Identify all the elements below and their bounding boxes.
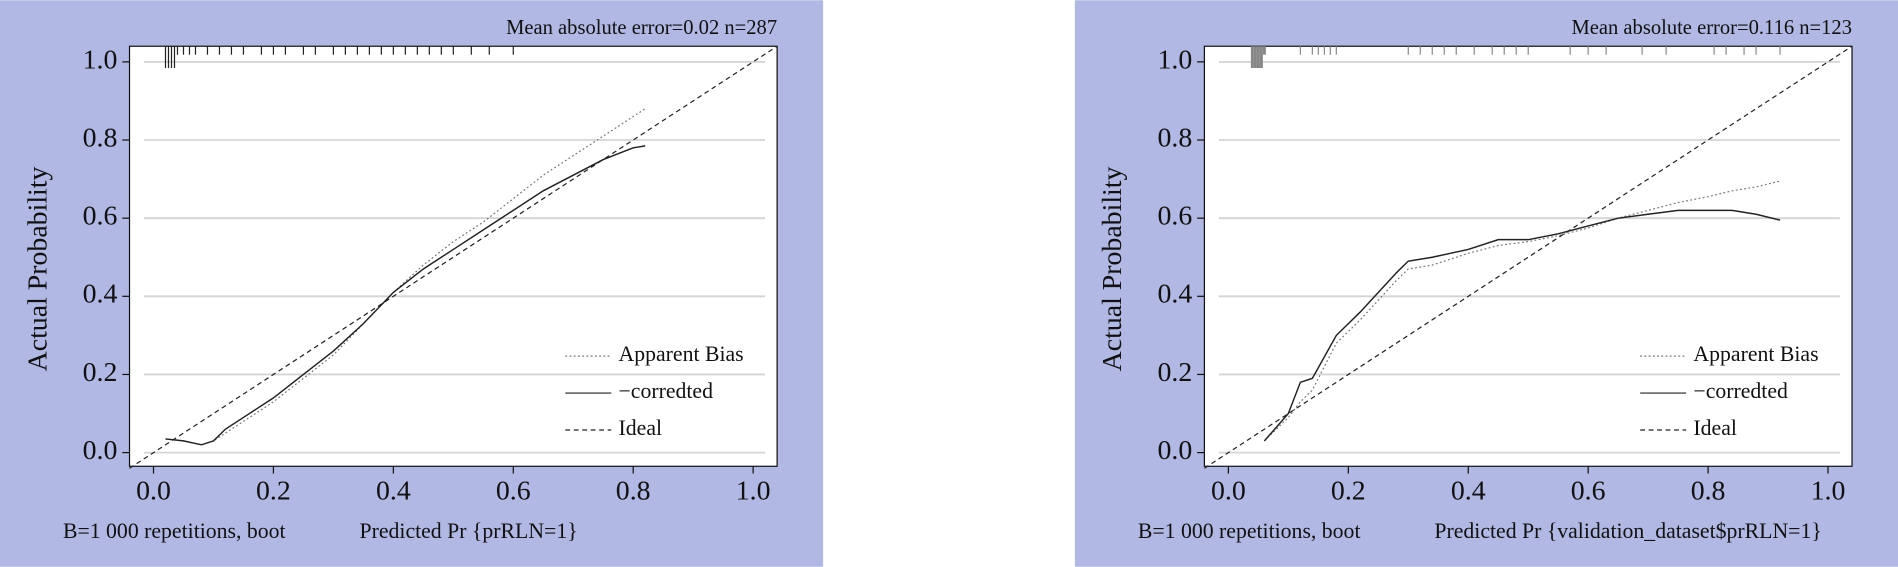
x-tick-label: 0.2 bbox=[1331, 475, 1366, 506]
series-line bbox=[165, 145, 646, 446]
y-tick-label: 0.2 bbox=[1158, 357, 1193, 388]
x-axis-label: Predicted Pr {validation_dataset$prRLN=1… bbox=[1434, 519, 1821, 543]
y-tick-label: 0.0 bbox=[83, 435, 118, 466]
chart-title: Mean absolute error=0.116 n=123 bbox=[1571, 17, 1852, 39]
y-tick-label: 0.4 bbox=[83, 279, 118, 310]
x-tick-label: 0.0 bbox=[1211, 475, 1246, 506]
y-tick-label: 1.0 bbox=[83, 44, 118, 75]
y-tick-label: 0.2 bbox=[83, 357, 118, 388]
y-tick-label: 0.0 bbox=[1158, 435, 1193, 466]
x-tick-label: 0.4 bbox=[1451, 475, 1486, 506]
legend-label: Ideal bbox=[1693, 416, 1737, 440]
y-tick-label: 1.0 bbox=[1158, 44, 1193, 75]
x-tick-label: 1.0 bbox=[736, 475, 771, 506]
y-tick-label: 0.8 bbox=[1158, 122, 1193, 153]
series-line bbox=[1204, 45, 1853, 469]
y-tick-label: 0.6 bbox=[1158, 201, 1193, 232]
x-tick-label: 1.0 bbox=[1811, 475, 1846, 506]
y-axis-label: Actual Probability bbox=[22, 166, 53, 371]
x-tick-label: 0.2 bbox=[256, 475, 291, 506]
y-tick-label: 0.6 bbox=[83, 201, 118, 232]
chart-title: Mean absolute error=0.02 n=287 bbox=[506, 17, 777, 39]
y-axis-label: Actual Probability bbox=[1097, 166, 1128, 371]
series-line bbox=[1263, 180, 1781, 442]
x-tick-label: 0.0 bbox=[136, 475, 171, 506]
note: B=1 000 repetitions, boot bbox=[63, 519, 286, 543]
x-tick-label: 0.8 bbox=[1691, 475, 1726, 506]
y-tick-label: 0.4 bbox=[1158, 279, 1193, 310]
legend-label: −corredted bbox=[1693, 379, 1788, 403]
series-line bbox=[1263, 209, 1781, 442]
legend-label: Ideal bbox=[619, 416, 663, 440]
y-tick-label: 0.8 bbox=[83, 122, 118, 153]
note: B=1 000 repetitions, boot bbox=[1138, 519, 1361, 543]
legend-label: −corredted bbox=[619, 379, 714, 403]
x-tick-label: 0.4 bbox=[376, 475, 411, 506]
x-tick-label: 0.8 bbox=[616, 475, 651, 506]
series-line bbox=[129, 45, 778, 469]
x-tick-label: 0.6 bbox=[496, 475, 531, 506]
legend-label: Apparent Bias bbox=[1693, 342, 1818, 366]
legend-label: Apparent Bias bbox=[619, 342, 744, 366]
x-tick-label: 0.6 bbox=[1571, 475, 1606, 506]
x-axis-label: Predicted Pr {prRLN=1} bbox=[360, 519, 578, 543]
